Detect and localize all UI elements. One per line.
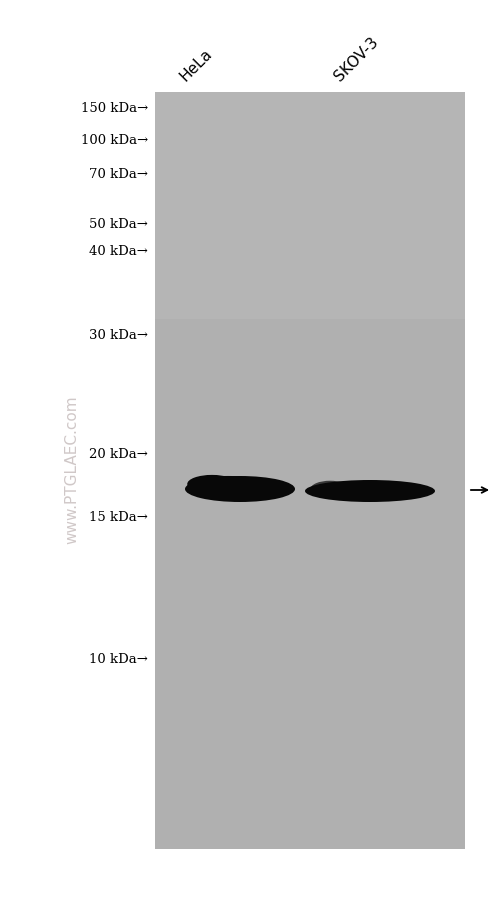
Ellipse shape <box>310 481 350 498</box>
Text: 40 kDa→: 40 kDa→ <box>89 245 148 258</box>
Ellipse shape <box>305 481 435 502</box>
Bar <box>155 93 465 849</box>
Ellipse shape <box>195 476 261 499</box>
Text: 150 kDa→: 150 kDa→ <box>81 101 148 115</box>
Text: 100 kDa→: 100 kDa→ <box>81 133 148 146</box>
Text: SKOV-3: SKOV-3 <box>332 34 382 84</box>
Text: 20 kDa→: 20 kDa→ <box>89 448 148 461</box>
Ellipse shape <box>185 476 295 502</box>
Text: 10 kDa→: 10 kDa→ <box>89 653 148 666</box>
Text: www.PTGLAEC.com: www.PTGLAEC.com <box>64 395 80 544</box>
Ellipse shape <box>187 475 237 493</box>
Text: 15 kDa→: 15 kDa→ <box>89 511 148 524</box>
Bar <box>155 93 465 319</box>
Text: 50 kDa→: 50 kDa→ <box>89 218 148 231</box>
Text: 30 kDa→: 30 kDa→ <box>89 329 148 342</box>
Text: 70 kDa→: 70 kDa→ <box>89 169 148 181</box>
Text: HeLa: HeLa <box>177 46 215 84</box>
